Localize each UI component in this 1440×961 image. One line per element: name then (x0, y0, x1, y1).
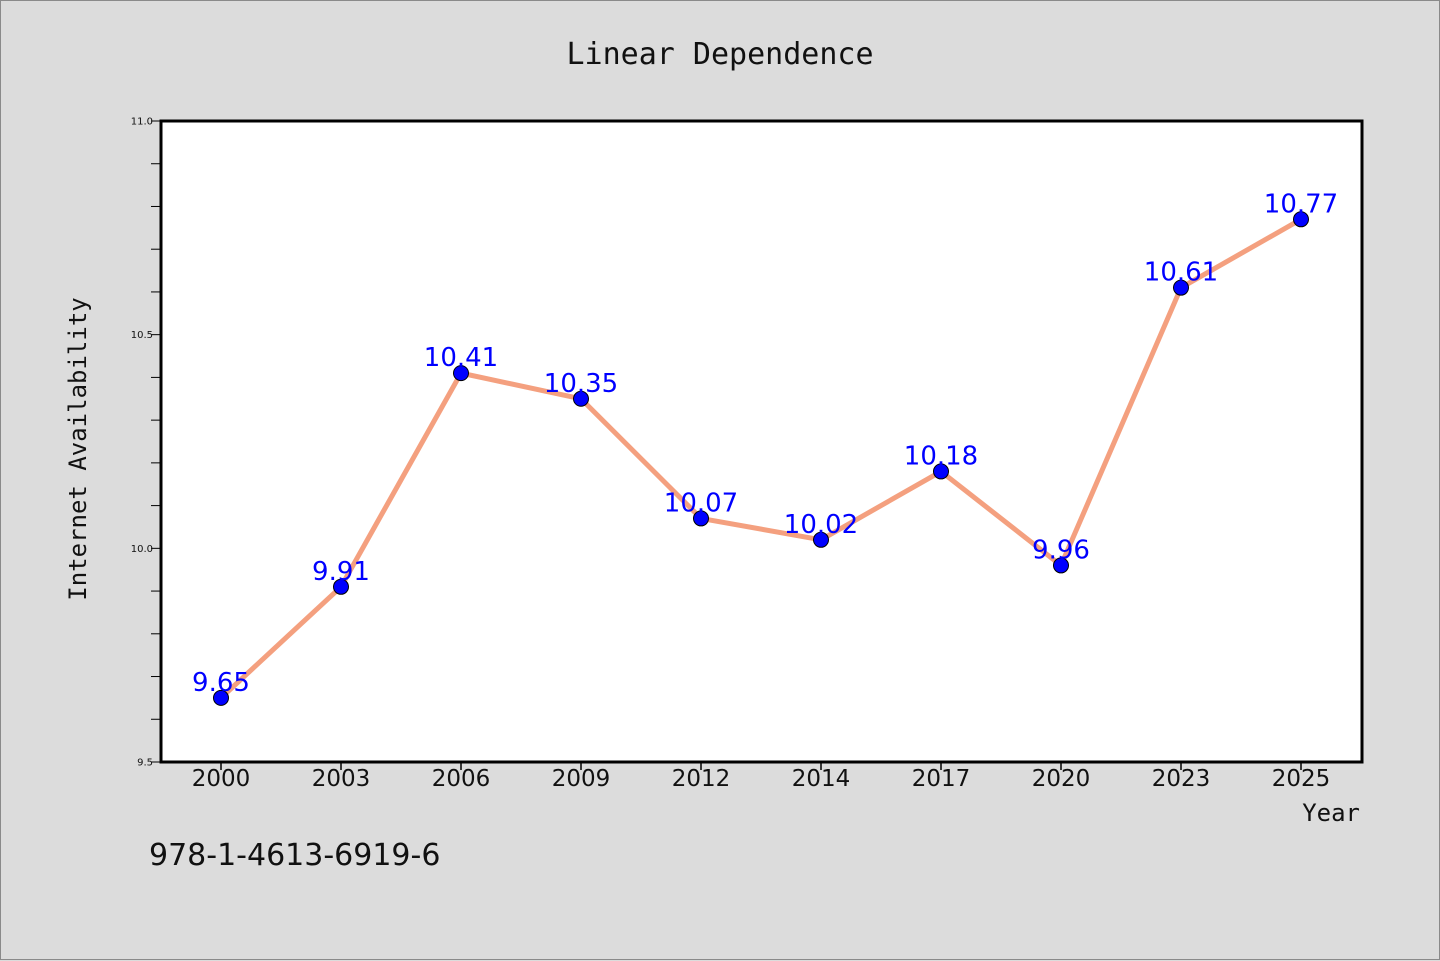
data-label: 9.91 (312, 557, 370, 587)
data-label: 9.96 (1032, 535, 1090, 565)
y-tick-label: 11.0 (131, 117, 153, 128)
x-tick-label: 2003 (312, 766, 371, 792)
x-tick-label: 2006 (432, 766, 491, 792)
axis-ticks: 9.5 10.0 10.5 11.0 2000 2003 2006 2009 2012 2014 2… (131, 117, 1331, 793)
plot-frame (159, 119, 1364, 764)
series-line (218, 216, 1304, 701)
data-point (813, 531, 829, 548)
y-tick-label: 9.5 (137, 758, 153, 769)
data-point (1053, 557, 1069, 574)
data-label: 10.18 (904, 441, 978, 471)
data-point (213, 689, 229, 706)
data-label: 10.77 (1264, 189, 1338, 219)
isbn-footnote: 978-1-4613-6919-6 (149, 838, 440, 873)
x-tick-label: 2017 (912, 766, 971, 792)
y-tick-label: 10.5 (131, 330, 153, 341)
x-tick-label: 2023 (1152, 766, 1211, 792)
data-point (693, 510, 709, 527)
data-point (333, 578, 349, 595)
data-markers (213, 211, 1309, 706)
data-label: 10.61 (1144, 258, 1218, 288)
data-label: 10.35 (544, 369, 618, 399)
y-axis-label: Internet Availability (64, 297, 92, 600)
y-tick-label: 10.0 (131, 544, 153, 555)
data-labels: 9.65 9.91 10.41 10.35 10.07 10.02 10.18 9.96 10.… (192, 189, 1338, 698)
x-tick-label: 2020 (1032, 766, 1091, 792)
data-point (1173, 279, 1189, 296)
x-tick-label: 2025 (1272, 766, 1331, 792)
data-label: 10.41 (424, 343, 498, 373)
x-axis-label: Year (1302, 799, 1360, 827)
data-point (453, 365, 469, 382)
x-tick-label: 2012 (672, 766, 731, 792)
x-tick-label: 2014 (792, 766, 851, 792)
data-label: 9.65 (192, 668, 250, 698)
plot-area (161, 121, 1362, 762)
x-tick-label: 2009 (552, 766, 611, 792)
x-tick-label: 2000 (192, 766, 251, 792)
series-line-group (218, 216, 1304, 701)
data-point (1293, 211, 1309, 228)
data-label: 10.07 (664, 488, 738, 518)
data-point (573, 390, 589, 407)
data-label: 10.02 (784, 510, 858, 540)
data-point (933, 463, 949, 480)
chart-title: Linear Dependence (566, 37, 873, 72)
